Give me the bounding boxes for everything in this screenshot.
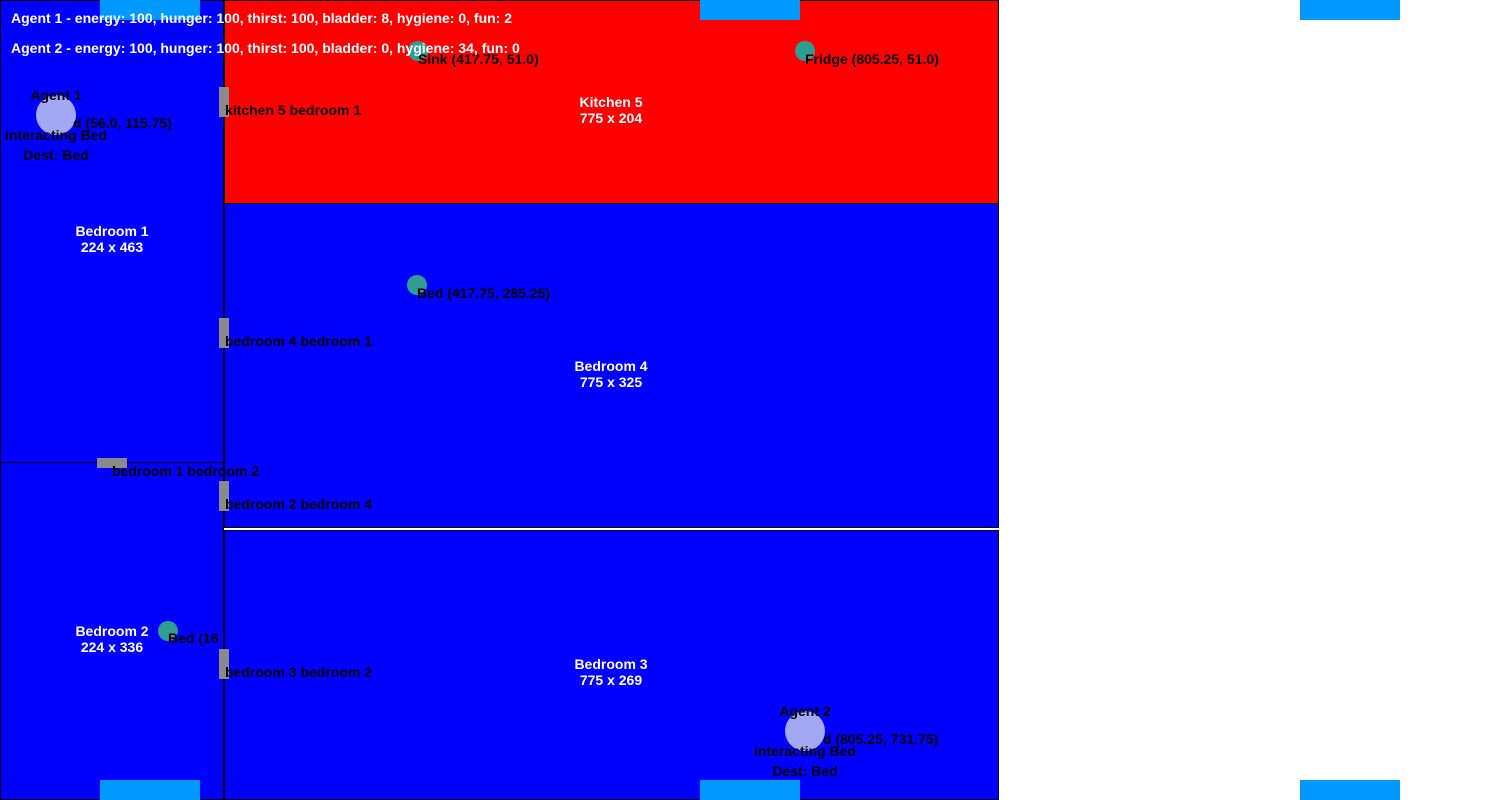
room-bedroom-4: Bedroom 4 775 x 325 [224,203,999,528]
room-bedroom-3: Bedroom 3 775 x 269 [224,530,999,800]
door-label-bedroom3-bedroom2: bedroom 3 bedroom 2 [225,664,373,680]
agent-1-action: interacting Bed [5,127,107,143]
agent-1-destination: Dest: Bed [23,147,89,163]
room-size: 224 x 336 [80,639,144,655]
room-size: 775 x 269 [579,672,643,688]
room-label-bedroom-3: Bedroom 3 775 x 269 [574,656,647,688]
edge-marker-top-1 [100,0,200,20]
room-bedroom-1: Bedroom 1 224 x 463 [0,0,224,463]
fridge-object[interactable] [795,41,815,61]
room-bedroom-2: Bedroom 2 224 x 336 [0,462,224,800]
edge-marker-bottom-1 [100,780,200,800]
agent-2-avatar[interactable] [785,711,825,751]
bed-object-bedroom-4[interactable] [407,275,427,295]
door-bedroom2-bedroom4 [219,481,229,511]
bed-label-bedroom-4: Bed (417.75, 285.25) [417,285,551,301]
room-label-bedroom-1: Bedroom 1 224 x 463 [75,223,148,255]
fridge-label: Fridge (805.25, 51.0) [805,51,939,67]
agent-1-status: Agent 1 - energy: 100, hunger: 100, thir… [11,10,513,26]
agent-2-destination: Dest: Bed [772,763,838,779]
room-name: Bedroom 4 [574,358,648,374]
edge-marker-top-2 [700,0,800,20]
bed-label-clip-bedroom-2: Bed (16 [168,630,224,648]
room-size: 775 x 204 [579,110,643,126]
bed-label-bedroom-2: Bed (16 [168,630,219,646]
bed-label-bedroom-3: d (805.25, 731.75) [823,731,939,747]
door-label-bedroom2-bedroom4: bedroom 2 bedroom 4 [225,496,373,512]
door-bedroom4-bedroom1 [219,318,229,348]
edge-marker-top-3 [1300,0,1400,20]
room-label-kitchen-5: Kitchen 5 775 x 204 [579,94,642,126]
door-label-kitchen5-bedroom1: kitchen 5 bedroom 1 [225,102,362,118]
room-name: Bedroom 3 [574,656,648,672]
door-kitchen5-bedroom1 [219,87,229,117]
door-bedroom1-bedroom2 [97,458,127,468]
room-label-bedroom-4: Bedroom 4 775 x 325 [574,358,647,390]
room-label-bedroom-2: Bedroom 2 224 x 336 [75,623,148,655]
room-kitchen-5: Kitchen 5 775 x 204 [224,0,999,204]
sink-label: Sink (417.75, 51.0) [418,51,539,67]
sink-object[interactable] [408,41,428,61]
door-bedroom3-bedroom2 [219,649,229,679]
room-name: Kitchen 5 [579,94,643,110]
room-size: 224 x 463 [80,239,144,255]
door-label-bedroom4-bedroom1: bedroom 4 bedroom 1 [225,333,373,349]
agent-2-status: Agent 2 - energy: 100, hunger: 100, thir… [11,40,520,56]
room-name: Bedroom 2 [75,623,149,639]
agent-2-name: Agent 2 [779,703,831,719]
agent-2-action: interacting Bed [754,743,856,759]
agent-1-name: Agent 1 [30,87,82,103]
edge-marker-bottom-2 [700,780,800,800]
bed-label-bedroom-1: d (56.0, 115.75) [73,115,172,131]
edge-marker-bottom-3 [1300,780,1400,800]
bed-object-bedroom-2[interactable] [158,621,178,641]
agent-1-avatar[interactable] [36,95,76,135]
room-name: Bedroom 1 [75,223,149,239]
room-size: 775 x 325 [579,374,643,390]
door-label-bedroom1-bedroom2: bedroom 1 bedroom 2 [112,463,260,479]
